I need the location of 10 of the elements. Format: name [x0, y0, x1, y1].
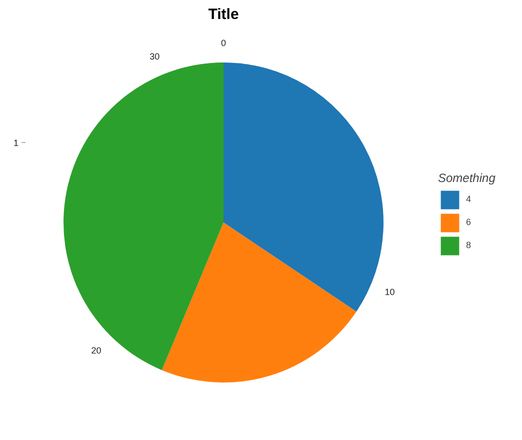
text: 10 [384, 286, 395, 297]
text: 20 [91, 345, 102, 356]
text: 30 [150, 52, 160, 62]
legend-label: 6 [466, 216, 472, 229]
text: 1 [13, 138, 19, 148]
chart-title: Title [208, 6, 239, 23]
legend-title: Something [438, 170, 496, 184]
legend-label: 8 [466, 239, 472, 252]
legend-label: 4 [466, 193, 472, 206]
text: 0 [220, 38, 226, 48]
